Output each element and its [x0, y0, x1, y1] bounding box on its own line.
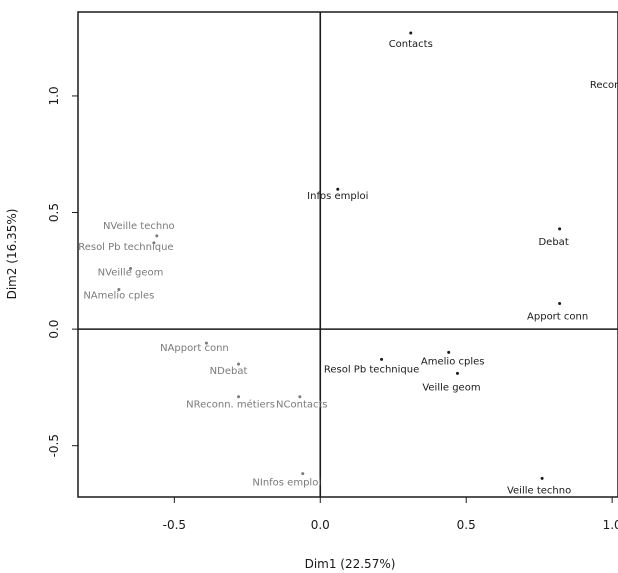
- data-point: [237, 395, 241, 399]
- active-points: Contacts Reconn. métiers Infos emploi Debat…: [307, 31, 618, 496]
- x-tick-label: 1.0: [603, 518, 618, 532]
- y-tick-label: 0.0: [47, 320, 61, 339]
- y-tick-label: -0.5: [47, 434, 61, 457]
- data-point: [558, 227, 562, 231]
- data-point: [204, 341, 208, 345]
- point-label: Amelio cples: [421, 356, 485, 367]
- point-label: NDebat: [210, 366, 248, 377]
- data-point: [336, 187, 340, 191]
- supplementary-points: NVeille techno Resol Pb technique NVeille …: [78, 221, 327, 489]
- point-label: Resol Pb technique: [324, 364, 419, 375]
- point-label: Veille geom: [422, 382, 480, 393]
- x-tick-label: 0.0: [311, 518, 330, 532]
- y-tick-label: 0.5: [47, 203, 61, 222]
- plot-frame: [77, 11, 618, 498]
- data-point: [117, 287, 121, 291]
- x-tick-label: 0.5: [457, 518, 476, 532]
- point-label: NReconn. métiers: [186, 399, 275, 411]
- point-label: Resol Pb technique: [78, 242, 173, 253]
- data-point: [129, 266, 133, 270]
- y-tick-label: 1.0: [47, 86, 61, 105]
- data-point: [237, 362, 241, 366]
- data-point: [298, 395, 302, 399]
- points-layer: Contacts Reconn. métiers Infos emploi Debat…: [78, 31, 618, 496]
- point-label: Apport conn: [527, 311, 588, 322]
- data-point: [152, 241, 156, 245]
- data-point: [380, 357, 384, 361]
- x-axis: -0.5 0.0 0.5 1.0: [163, 497, 618, 532]
- x-tick-label: -0.5: [163, 518, 186, 532]
- y-axis: -0.5 0.0 0.5 1.0: [47, 86, 78, 457]
- point-label: Debat: [538, 237, 568, 248]
- point-label: NAmelio cples: [83, 290, 154, 301]
- y-axis-title: Dim2 (16.35%): [5, 209, 19, 300]
- data-point: [540, 476, 544, 480]
- point-label: Infos emploi: [307, 191, 368, 202]
- data-point: [155, 234, 159, 238]
- point-label: NVeille techno: [103, 221, 175, 232]
- point-label: Contacts: [389, 39, 433, 50]
- point-label: NApport conn: [160, 343, 229, 354]
- x-axis-title: Dim1 (22.57%): [305, 557, 396, 571]
- point-label: NInfos emploi: [252, 478, 321, 489]
- data-point: [558, 301, 562, 305]
- point-label: NContacts: [276, 400, 328, 411]
- data-point: [301, 472, 305, 476]
- point-label: Reconn. métiers: [590, 79, 618, 91]
- data-point: [409, 31, 413, 35]
- data-point: [455, 371, 459, 375]
- data-point: [447, 350, 451, 354]
- point-label: Veille techno: [507, 485, 571, 496]
- point-label: NVeille geom: [98, 267, 164, 278]
